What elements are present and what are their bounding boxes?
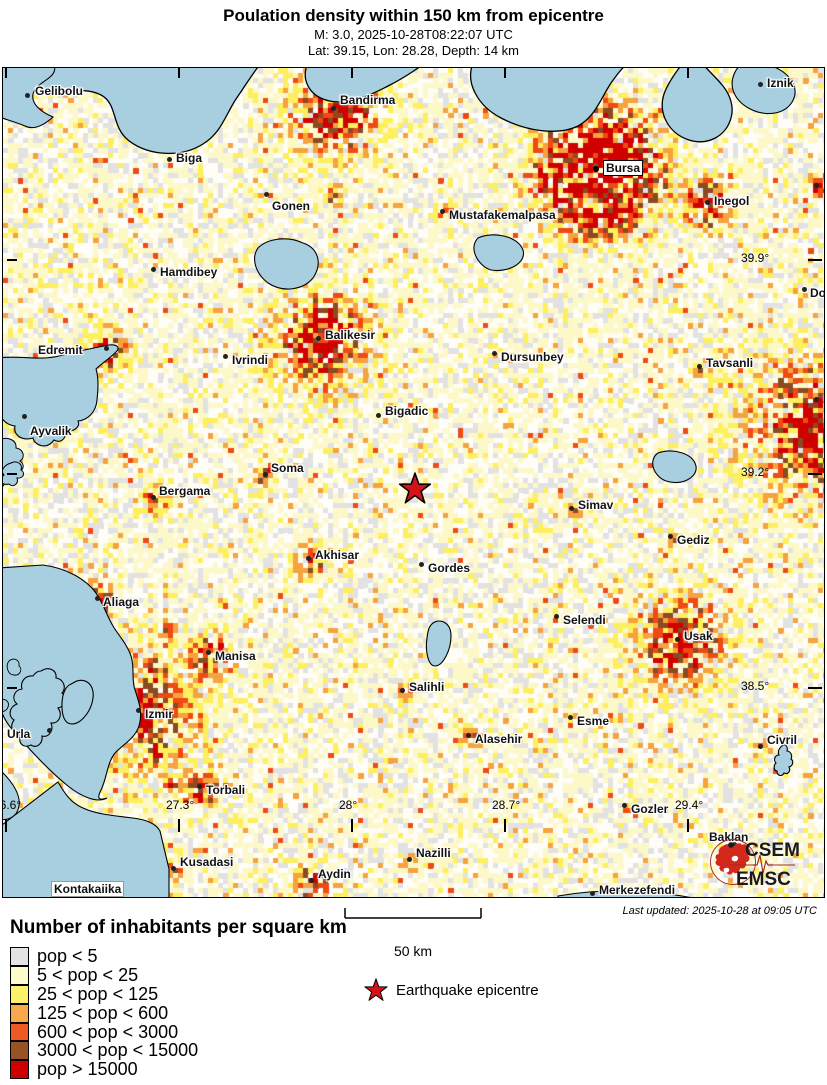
svg-text:CSEM: CSEM xyxy=(745,840,800,861)
svg-text:EMSC: EMSC xyxy=(736,869,791,890)
